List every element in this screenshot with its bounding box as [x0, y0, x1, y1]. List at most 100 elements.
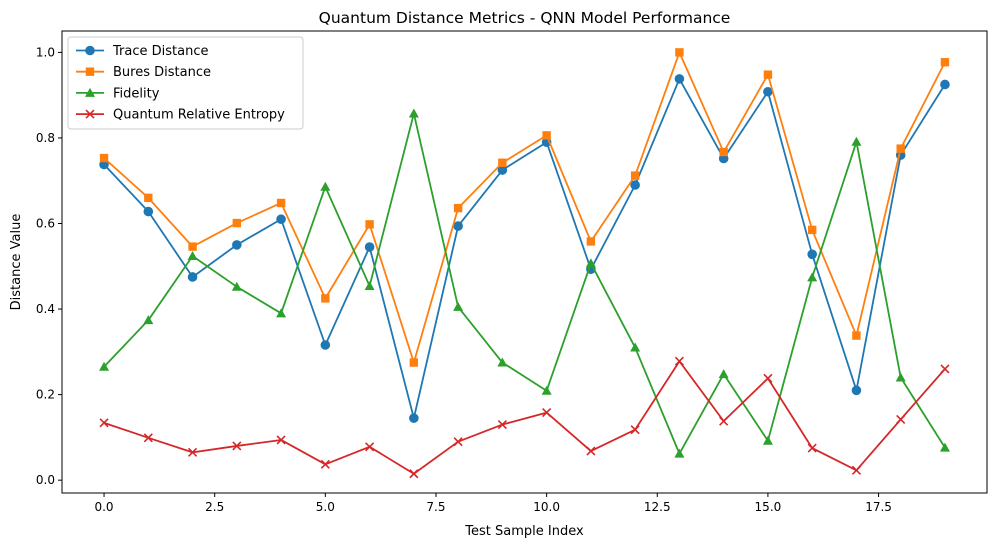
y-axis: 0.0 0.2 0.4 0.6 0.8 1.0 — [36, 45, 62, 487]
fidelity-point — [895, 372, 906, 382]
trace-distance-point — [453, 221, 463, 231]
trace-distance-point — [232, 240, 242, 250]
trace-distance-point — [630, 180, 640, 190]
bures-distance-point — [453, 203, 463, 213]
quantum-relative-entropy-point — [453, 437, 463, 447]
x-tick-label: 17.5 — [865, 500, 892, 514]
bures-distance-point — [409, 358, 419, 367]
bures-distance-point — [498, 158, 507, 167]
bures-distance-point — [99, 153, 109, 163]
legend-item-fidelity: Fidelity — [76, 86, 160, 101]
bures-distance-point — [719, 147, 728, 157]
fidelity-point — [187, 251, 198, 261]
quantum-relative-entropy-point — [365, 442, 375, 452]
trace-distance-point — [763, 86, 773, 97]
fidelity-point — [585, 258, 596, 268]
x-tick-label: 10.0 — [533, 500, 560, 514]
legend-label: Trace Distance — [112, 44, 208, 59]
fidelity-series — [99, 108, 950, 458]
fidelity-point — [497, 357, 508, 367]
x-tick-label: 0.0 — [94, 500, 113, 514]
y-tick-label: 0.4 — [36, 302, 55, 316]
quantum-relative-entropy-point — [630, 425, 640, 435]
quantum-relative-entropy-point — [276, 435, 286, 445]
quantum-relative-entropy-point — [940, 364, 950, 374]
bures-distance-point — [675, 48, 684, 57]
trace-distance-point — [940, 79, 950, 90]
x-tick-label: 15.0 — [755, 500, 782, 514]
bures-distance-point — [232, 218, 242, 228]
trace-distance-line — [103, 78, 946, 420]
quantum-relative-entropy-point — [143, 433, 153, 443]
quantum-relative-entropy-point — [674, 356, 684, 366]
fidelity-point — [143, 315, 154, 325]
quantum-relative-entropy-point — [807, 443, 817, 453]
trace-distance-point — [674, 74, 685, 84]
y-tick-label: 1.0 — [36, 45, 55, 59]
fidelity-point — [851, 136, 862, 146]
legend-label: Fidelity — [113, 86, 160, 101]
legend-trace-distance-point — [85, 45, 95, 56]
legend-item-quantum-relative-entropy: Quantum Relative Entropy — [76, 108, 285, 123]
quantum-relative-entropy-series — [99, 356, 950, 479]
quantum-relative-entropy-point — [586, 446, 596, 456]
legend-item-trace-distance: Trace Distance — [76, 44, 208, 59]
legend-quantum-relative-entropy-point — [85, 109, 95, 119]
trace-distance-point — [409, 413, 419, 423]
fidelity-point — [453, 301, 464, 311]
quantum-relative-entropy-point — [232, 441, 242, 451]
quantum-relative-entropy-point — [851, 465, 862, 475]
plot-frame — [61, 30, 988, 494]
fidelity-point — [674, 448, 685, 458]
quantum-relative-entropy-point — [409, 469, 419, 479]
bures-distance-point — [763, 70, 773, 79]
trace-distance-series — [99, 74, 950, 423]
fidelity-point — [408, 108, 419, 118]
fidelity-point — [541, 385, 552, 395]
fidelity-point — [718, 369, 729, 379]
bures-distance-point — [852, 331, 861, 340]
x-axis: 0.0 2.5 5.0 7.5 10.0 12.5 15.0 17.5 — [94, 493, 892, 514]
trace-distance-point — [276, 214, 286, 225]
x-tick-label: 7.5 — [426, 500, 445, 514]
y-axis-title: Distance Value — [9, 214, 24, 311]
y-tick-label: 0.2 — [36, 388, 55, 402]
legend-bures-distance-point — [85, 67, 95, 76]
fidelity-point — [364, 280, 375, 290]
bures-distance-point — [365, 220, 374, 229]
bures-distance-line — [103, 51, 946, 364]
fidelity-point — [276, 308, 287, 318]
quantum-relative-entropy-point — [896, 414, 906, 424]
quantum-relative-entropy-point — [719, 416, 729, 426]
chart-title: Quantum Distance Metrics - QNN Model Per… — [319, 9, 731, 27]
legend: Trace Distance Bures Distance Fidelity Quan… — [67, 36, 304, 130]
bures-distance-point — [940, 58, 950, 67]
y-tick-label: 0.6 — [36, 217, 55, 231]
trace-distance-point — [807, 249, 817, 260]
fidelity-point — [807, 272, 818, 282]
y-tick-label: 0.0 — [36, 473, 55, 487]
bures-distance-point — [896, 144, 905, 153]
fidelity-line — [103, 112, 946, 455]
quantum-relative-entropy-point — [99, 418, 109, 428]
legend-label: Bures Distance — [113, 65, 211, 80]
trace-distance-point — [187, 272, 198, 282]
quantum-relative-entropy-line — [103, 360, 946, 475]
legend-label: Quantum Relative Entropy — [113, 108, 285, 123]
quantum-relative-entropy-point — [763, 373, 773, 383]
legend-fidelity-point — [85, 87, 95, 97]
legend-item-bures-distance: Bures Distance — [76, 65, 211, 80]
quantum-relative-entropy-point — [320, 459, 330, 469]
trace-distance-point — [364, 242, 375, 252]
fidelity-point — [762, 435, 773, 445]
trace-distance-point — [320, 340, 331, 350]
x-tick-label: 2.5 — [205, 500, 224, 514]
legend-box — [67, 36, 304, 130]
fidelity-point — [99, 361, 110, 371]
plot-area — [99, 48, 950, 479]
bures-distance-point — [188, 242, 197, 251]
fidelity-point — [231, 281, 242, 291]
quantum-relative-entropy-point — [542, 408, 552, 418]
bures-distance-point — [807, 225, 817, 235]
trace-distance-point — [143, 206, 154, 217]
